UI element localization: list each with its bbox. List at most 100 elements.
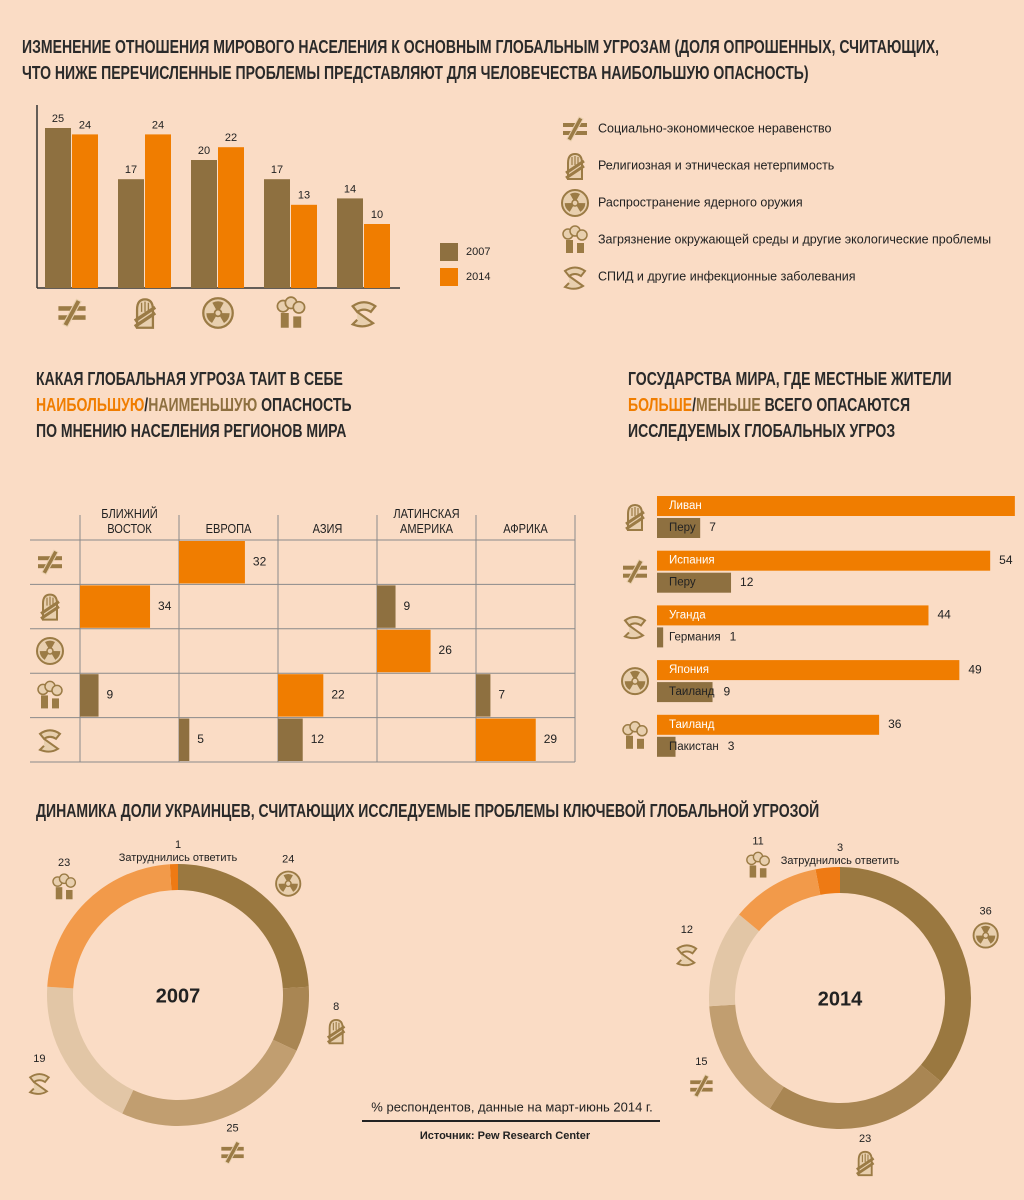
bar-label: Перу [669, 577, 696, 589]
threat-icon [624, 503, 646, 532]
column-header: БЛИЖНИЙ ВОСТОК [101, 506, 158, 536]
bar [80, 674, 99, 717]
donut-slice [122, 1039, 297, 1126]
threat-icon [624, 615, 646, 640]
legend-label: Распространение ядерного оружия [598, 195, 803, 209]
bar [657, 550, 991, 571]
value-label: 24 [152, 119, 164, 131]
slice-label: Затруднились ответить [781, 855, 900, 867]
threat-icon [29, 1073, 50, 1095]
value-label: 32 [253, 554, 267, 568]
bar [191, 160, 217, 288]
threat-icon [562, 116, 588, 142]
bar [179, 541, 245, 584]
bar [278, 674, 324, 717]
value-label: 26 [439, 643, 453, 657]
bar [118, 179, 144, 288]
bar [264, 179, 290, 288]
value-label: 20 [198, 145, 210, 157]
value-label: 8 [333, 1001, 339, 1013]
title-highlight: МЕНЬШЕ [695, 395, 761, 415]
threat-icon [564, 152, 586, 181]
title-separator: / [692, 395, 696, 415]
donut-slice [178, 864, 309, 989]
value-label: 36 [980, 905, 992, 917]
bar [377, 629, 431, 673]
threat-icon [52, 873, 77, 900]
legend-label: 2007 [466, 246, 490, 258]
donut-slice [47, 864, 172, 989]
value-label: 10 [371, 209, 383, 221]
value-label: 3 [728, 739, 735, 753]
threat-icon [133, 297, 157, 330]
bar [657, 714, 880, 735]
bar-label: Ливан [669, 500, 702, 512]
bar-label: Уганда [669, 609, 706, 621]
bar [657, 496, 1015, 516]
value-label: 22 [331, 688, 345, 702]
title-text: ВСЕГО ОПАСАЮТСЯ ИССЛЕДУЕМЫХ ГЛОБАЛЬНЫХ У… [628, 395, 911, 441]
bar [291, 204, 317, 288]
bar [476, 674, 491, 717]
donut-slice [709, 914, 760, 1007]
title-separator: / [144, 395, 149, 415]
value-label: 54 [999, 553, 1013, 567]
title-highlight: НАИБОЛЬШУЮ [36, 395, 145, 415]
chart-title: ДИНАМИКА ДОЛИ УКРАИНЦЕВ, СЧИТАЮЩИХ ИССЛЕ… [36, 801, 820, 821]
threat-icon [202, 297, 234, 329]
value-label: 29 [544, 732, 558, 746]
value-label: 19 [33, 1053, 45, 1065]
bar [657, 605, 929, 626]
chart-title: КАКАЯ ГЛОБАЛЬНАЯ УГРОЗА ТАИТ В СЕБЕ НАИБ… [36, 366, 371, 444]
bar [657, 572, 732, 593]
legend-label: СПИД и другие инфекционные заболевания [598, 269, 855, 283]
value-label: 14 [344, 183, 356, 195]
threat-icon [689, 1074, 714, 1098]
donut-slice [273, 986, 309, 1051]
donut-slice [709, 1004, 784, 1109]
bar [72, 134, 98, 288]
donut-slice [769, 1064, 941, 1129]
footnote: % респондентов, данные на март-июнь 2014… [371, 1099, 652, 1114]
value-label: 49 [968, 662, 982, 676]
bar [337, 198, 363, 288]
threat-icon [220, 1140, 245, 1165]
title-text: ОПАСНОСТЬ ПО МНЕНИЮ НАСЕЛЕНИЯ РЕГИОНОВ М… [36, 395, 352, 441]
legend-label: Загрязнение окружающей среды и другие эк… [598, 232, 991, 246]
column-header: АФРИКА [503, 521, 548, 536]
legend-swatch [440, 243, 458, 261]
donut-slice [169, 864, 178, 891]
threat-icon [39, 593, 61, 622]
title-text: КАКАЯ ГЛОБАЛЬНАЯ УГРОЗА ТАИТ В СЕБЕ [36, 369, 343, 389]
value-label: 5 [197, 732, 204, 746]
threat-icon [622, 559, 648, 585]
bar-label: Япония [669, 664, 709, 676]
donut-slice [47, 986, 134, 1114]
bar-label: Пакистан [669, 741, 719, 753]
bar-label: Перу [669, 522, 696, 534]
value-label: 9 [107, 688, 114, 702]
donut-slice [840, 867, 972, 1082]
threat-icon [746, 851, 770, 879]
threat-icon [562, 225, 588, 254]
threat-icon [972, 922, 999, 949]
slice-label: Затруднились ответить [119, 852, 238, 864]
chart-title: ИЗМЕНЕНИЕ ОТНОШЕНИЯ МИРОВОГО НАСЕЛЕНИЯ К… [22, 37, 940, 83]
bar [364, 224, 390, 288]
donut-center-label: 2014 [818, 988, 863, 1010]
bar [179, 718, 190, 761]
bar [657, 660, 960, 681]
title-highlight: БОЛЬШЕ [628, 395, 693, 415]
legend-swatch [440, 268, 458, 286]
value-label: 12 [311, 732, 325, 746]
value-label: 34 [158, 599, 172, 613]
bar [45, 128, 71, 288]
bar [476, 718, 536, 761]
bar [80, 585, 151, 628]
bar-label: Испания [669, 555, 715, 567]
value-label: 15 [695, 1056, 707, 1068]
column-header: ЛАТИНСКАЯ АМЕРИКА [393, 506, 460, 536]
bar [657, 682, 713, 703]
